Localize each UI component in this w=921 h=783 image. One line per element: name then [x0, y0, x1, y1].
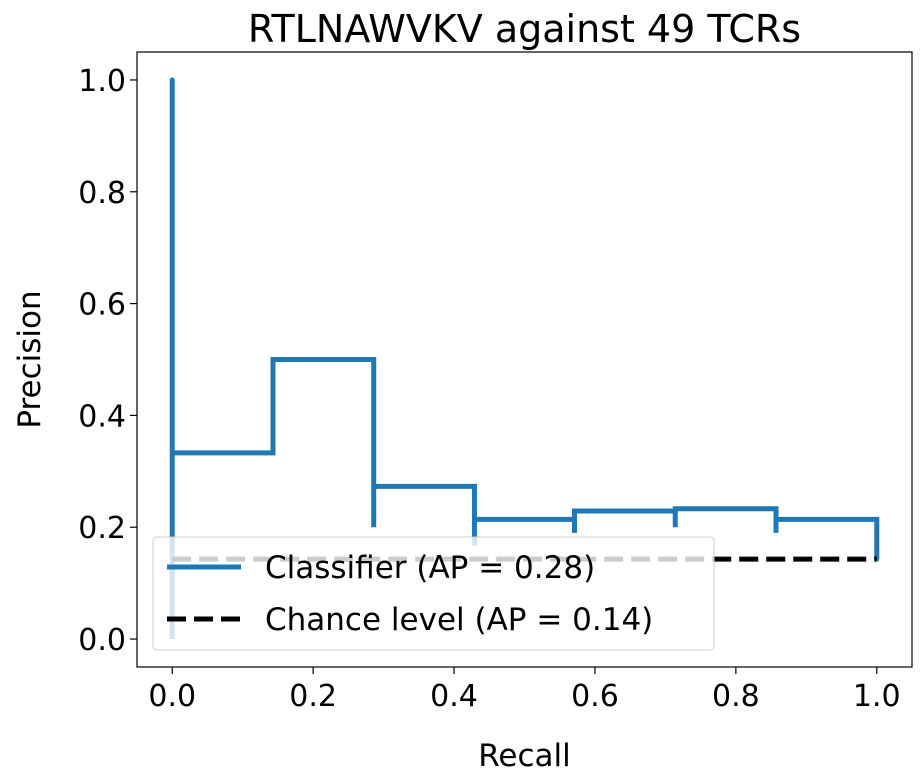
x-tick-label: 0.8	[712, 679, 760, 714]
x-axis: 0.0 0.2 0.4 0.6 0.8 1.0	[148, 667, 901, 714]
y-axis: 0.0 0.2 0.4 0.6 0.8 1.0	[78, 64, 137, 658]
x-tick-label: 1.0	[853, 679, 901, 714]
y-tick-label: 0.6	[78, 288, 126, 323]
y-tick-label: 0.4	[78, 399, 126, 434]
x-tick-label: 0.6	[571, 679, 619, 714]
legend-classifier-label: Classifier (AP = 0.28)	[265, 550, 595, 586]
y-axis-label: Precision	[12, 290, 48, 428]
x-tick-label: 0.2	[289, 679, 337, 714]
y-tick-label: 0.0	[78, 623, 126, 658]
x-axis-label: Recall	[478, 738, 571, 774]
y-tick-label: 0.2	[78, 511, 126, 546]
axes-frame	[136, 51, 913, 668]
chart-title: RTLNAWVKV against 49 TCRs	[248, 7, 801, 51]
classifier-pr-line	[169, 77, 880, 640]
legend-box	[152, 536, 715, 651]
x-tick-label: 0.0	[148, 679, 196, 714]
legend-chance-label: Chance level (AP = 0.14)	[265, 602, 653, 638]
y-tick-label: 1.0	[78, 64, 126, 99]
y-tick-label: 0.8	[78, 176, 126, 211]
x-tick-label: 0.4	[430, 679, 478, 714]
legend: Classifier (AP = 0.28) Chance level (AP …	[152, 536, 715, 651]
